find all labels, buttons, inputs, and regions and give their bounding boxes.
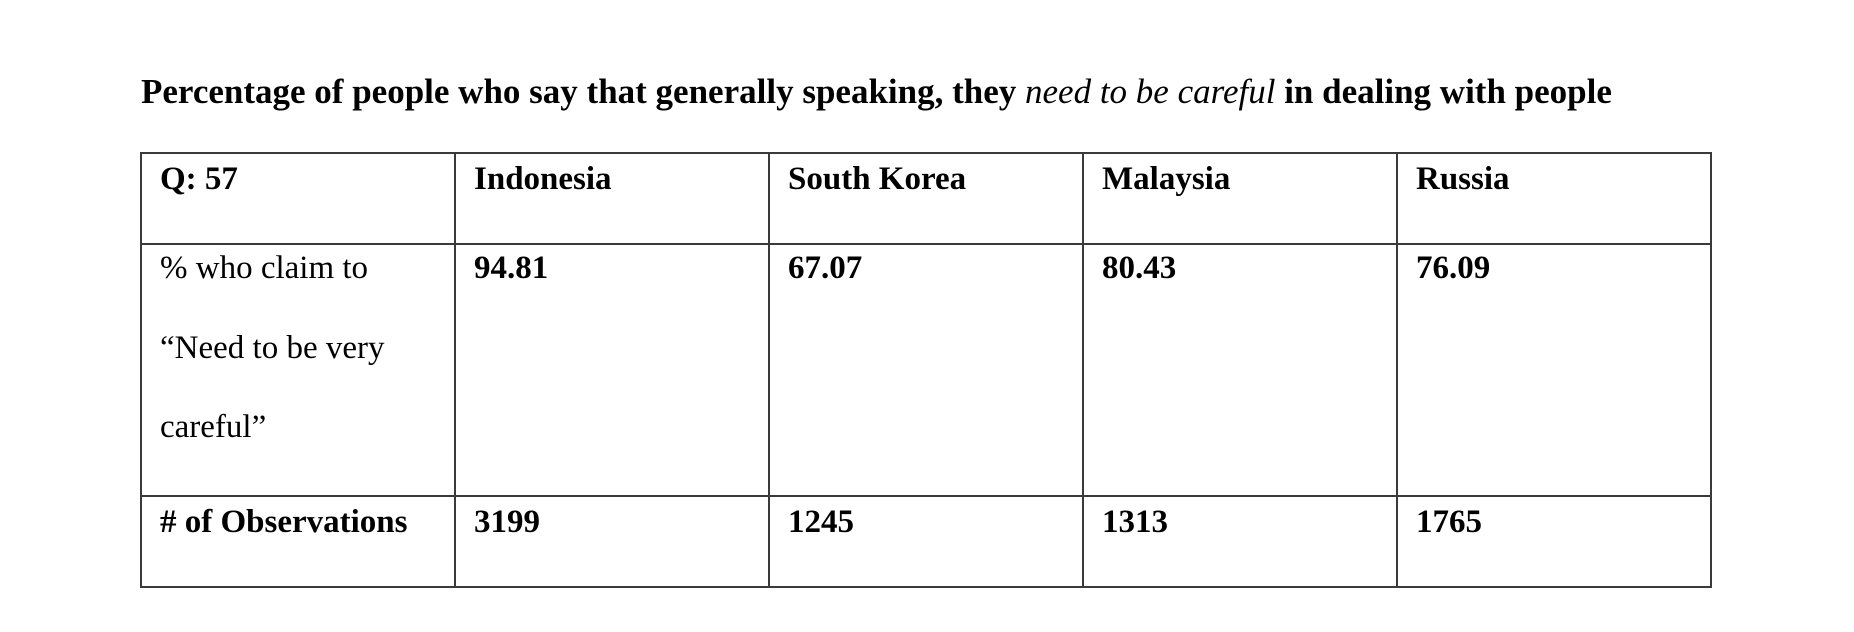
header-cell-indonesia: Indonesia [454, 152, 770, 245]
observations-cell-malaysia: 1313 [1082, 495, 1398, 588]
percent-row: % who claim to “Need to be very careful”… [140, 243, 1712, 497]
observations-row: # of Observations 3199 1245 1313 1765 [140, 495, 1712, 588]
percent-cell-indonesia: 94.81 [454, 243, 770, 497]
observations-cell-south-korea: 1245 [768, 495, 1084, 588]
page-title: Percentage of people who say that genera… [141, 71, 1612, 113]
title-emphasis: need to be careful [1025, 72, 1276, 111]
header-cell-south-korea: South Korea [768, 152, 1084, 245]
header-cell-russia: Russia [1396, 152, 1712, 245]
percent-cell-south-korea: 67.07 [768, 243, 1084, 497]
percent-cell-malaysia: 80.43 [1082, 243, 1398, 497]
observations-row-label: # of Observations [140, 495, 456, 588]
header-cell-question: Q: 57 [140, 152, 456, 245]
percent-label-line-2: “Need to be very [160, 329, 385, 366]
percent-row-label: % who claim to “Need to be very careful” [140, 243, 456, 497]
header-cell-malaysia: Malaysia [1082, 152, 1398, 245]
observations-cell-indonesia: 3199 [454, 495, 770, 588]
percent-label-line-1: % who claim to [160, 250, 369, 286]
title-prefix: Percentage of people who say that genera… [141, 72, 1026, 111]
percent-cell-russia: 76.09 [1396, 243, 1712, 497]
survey-table: Q: 57 Indonesia South Korea Malaysia Rus… [140, 152, 1712, 588]
percent-label-line-3: careful” [160, 409, 267, 446]
title-suffix: in dealing with people [1275, 72, 1612, 111]
observations-cell-russia: 1765 [1396, 495, 1712, 588]
header-row: Q: 57 Indonesia South Korea Malaysia Rus… [140, 152, 1712, 245]
